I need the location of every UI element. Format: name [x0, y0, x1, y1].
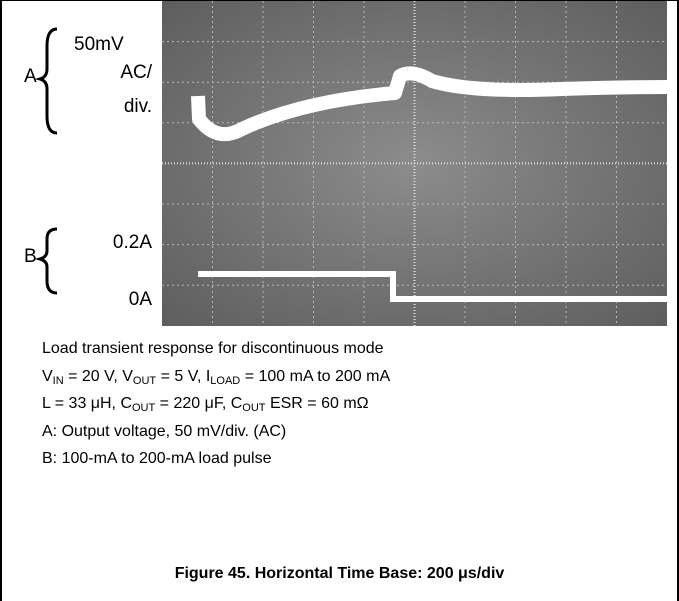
scope-figure — [34, 1, 668, 326]
subscript: IN — [52, 374, 64, 387]
caption-text: L = 33 μH, C — [42, 395, 132, 412]
caption-text: = 100 mA to 200 mA — [240, 367, 391, 385]
brace-b — [34, 227, 58, 295]
subscript: OUT — [132, 374, 157, 387]
coupling-label: AC/ — [120, 62, 152, 83]
subscript: OUT — [242, 402, 266, 414]
caption-text: Load transient response for discontinuou… — [42, 340, 384, 357]
trace-a-label: A — [24, 66, 37, 87]
trace-b-label: B — [24, 246, 37, 267]
caption-line: Load transient response for discontinuou… — [42, 335, 390, 363]
caption-text: A: Output voltage, 50 mV/div. (AC) — [42, 422, 287, 440]
figure-title: Figure 45. Horizontal Time Base: 200 μs/… — [174, 565, 505, 582]
trace-a — [191, 66, 668, 142]
brace-a — [34, 27, 58, 135]
caption-line: VIN = 20 V, VOUT = 5 V, ILOAD = 100 mA t… — [42, 363, 390, 391]
caption-line: L = 33 μH, COUT = 220 μF, COUT ESR = 60 … — [42, 390, 390, 418]
caption-text: B: 100-mA to 200-mA load pulse — [42, 450, 272, 467]
low-label: 0A — [128, 289, 152, 310]
caption-text: = 220 μF, C — [155, 395, 243, 412]
caption-line: B: 100-mA to 200-mA load pulse — [42, 445, 390, 473]
caption-text: V — [42, 367, 53, 385]
subscript: LOAD — [210, 374, 241, 387]
caption-text: = 20 V, V — [63, 367, 133, 385]
caption-text: = 5 V, I — [156, 367, 211, 385]
caption-line: A: Output voltage, 50 mV/div. (AC) — [42, 418, 390, 446]
unit-label: div. — [123, 96, 152, 117]
subscript: OUT — [132, 402, 156, 414]
high-label: 0.2A — [112, 232, 152, 253]
scale-label: 50mV — [74, 34, 124, 55]
trace-b — [198, 271, 667, 302]
caption: Load transient response for discontinuou… — [42, 335, 390, 473]
caption-text: ESR = 60 mΩ — [265, 395, 369, 412]
